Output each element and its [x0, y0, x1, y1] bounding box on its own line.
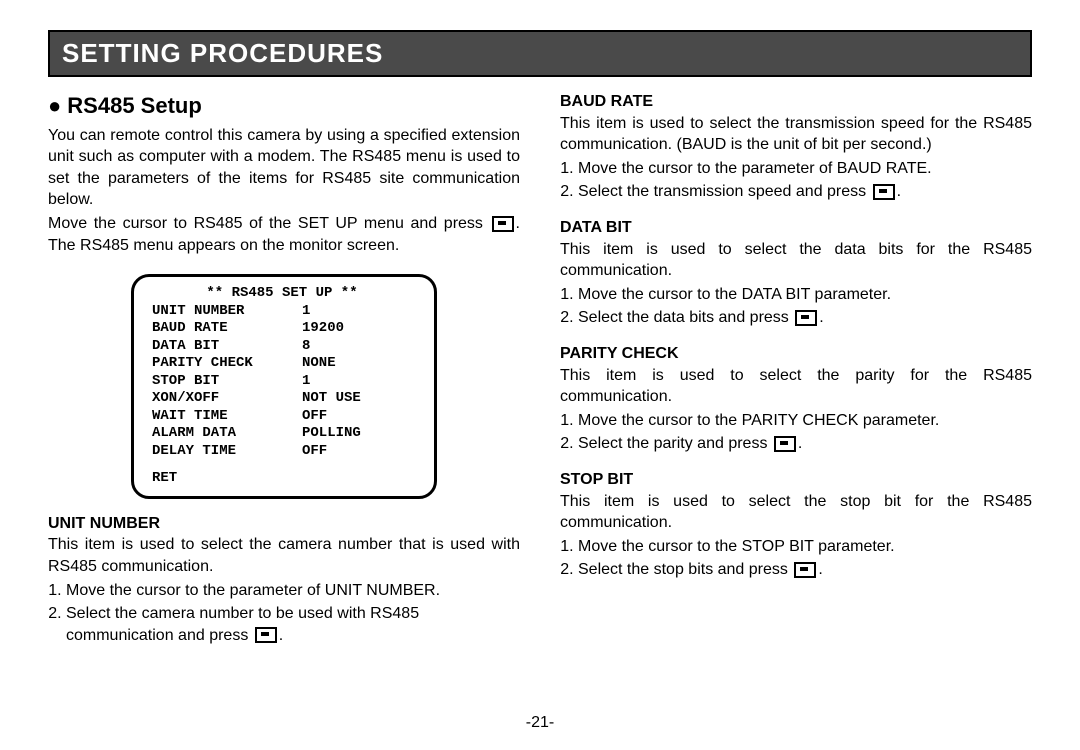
rs485-setup-title: ●RS485 Setup: [48, 91, 520, 121]
menu-ret: RET: [152, 470, 412, 488]
step: Move the cursor to the parameter of BAUD…: [578, 158, 1032, 180]
menu-row: DELAY TIMEOFF: [152, 443, 412, 461]
page-number: -21-: [0, 714, 1080, 732]
data-bit-heading: DATA BIT: [560, 217, 1032, 239]
step: Select the transmission speed and press …: [578, 181, 1032, 203]
rs485-menu-box: ** RS485 SET UP ** UNIT NUMBER1 BAUD RAT…: [131, 274, 437, 499]
unit-number-steps: Move the cursor to the parameter of UNIT…: [66, 580, 520, 647]
intro-paragraph-2: Move the cursor to RS485 of the SET UP m…: [48, 213, 520, 256]
menu-button-icon: [795, 310, 817, 326]
manual-page: SETTING PROCEDURES ●RS485 Setup You can …: [0, 0, 1080, 750]
stop-bit-desc: This item is used to select the stop bit…: [560, 491, 1032, 534]
menu-button-icon: [873, 184, 895, 200]
menu-row: DATA BIT8: [152, 338, 412, 356]
parity-heading: PARITY CHECK: [560, 343, 1032, 365]
menu-row: ALARM DATAPOLLING: [152, 425, 412, 443]
bullet-icon: ●: [48, 93, 61, 118]
stop-bit-heading: STOP BIT: [560, 469, 1032, 491]
left-column: ●RS485 Setup You can remote control this…: [48, 91, 520, 652]
menu-row: PARITY CHECKNONE: [152, 355, 412, 373]
menu-row: UNIT NUMBER1: [152, 303, 412, 321]
section-header: SETTING PROCEDURES: [48, 30, 1032, 77]
step: Move the cursor to the STOP BIT paramete…: [578, 536, 1032, 558]
step: Select the camera number to be used with…: [66, 603, 520, 646]
menu-button-icon: [255, 627, 277, 643]
data-bit-desc: This item is used to select the data bit…: [560, 239, 1032, 282]
step: Move the cursor to the DATA BIT paramete…: [578, 284, 1032, 306]
step: Move the cursor to the parameter of UNIT…: [66, 580, 520, 602]
step: Select the stop bits and press .: [578, 559, 1032, 581]
menu-button-icon: [794, 562, 816, 578]
right-column: BAUD RATE This item is used to select th…: [560, 91, 1032, 652]
parity-steps: Move the cursor to the PARITY CHECK para…: [578, 410, 1032, 455]
menu-row: BAUD RATE19200: [152, 320, 412, 338]
menu-row: WAIT TIMEOFF: [152, 408, 412, 426]
menu-row: XON/XOFFNOT USE: [152, 390, 412, 408]
menu-button-icon: [492, 216, 514, 232]
menu-row: STOP BIT1: [152, 373, 412, 391]
baud-rate-steps: Move the cursor to the parameter of BAUD…: [578, 158, 1032, 203]
unit-number-desc: This item is used to select the camera n…: [48, 534, 520, 577]
menu-title: ** RS485 SET UP **: [152, 285, 412, 303]
unit-number-heading: UNIT NUMBER: [48, 513, 520, 535]
menu-button-icon: [774, 436, 796, 452]
stop-bit-steps: Move the cursor to the STOP BIT paramete…: [578, 536, 1032, 581]
baud-rate-desc: This item is used to select the transmis…: [560, 113, 1032, 156]
two-column-layout: ●RS485 Setup You can remote control this…: [48, 91, 1032, 652]
step: Select the data bits and press .: [578, 307, 1032, 329]
intro-paragraph-1: You can remote control this camera by us…: [48, 125, 520, 211]
data-bit-steps: Move the cursor to the DATA BIT paramete…: [578, 284, 1032, 329]
parity-desc: This item is used to select the parity f…: [560, 365, 1032, 408]
step: Move the cursor to the PARITY CHECK para…: [578, 410, 1032, 432]
step: Select the parity and press .: [578, 433, 1032, 455]
baud-rate-heading: BAUD RATE: [560, 91, 1032, 113]
